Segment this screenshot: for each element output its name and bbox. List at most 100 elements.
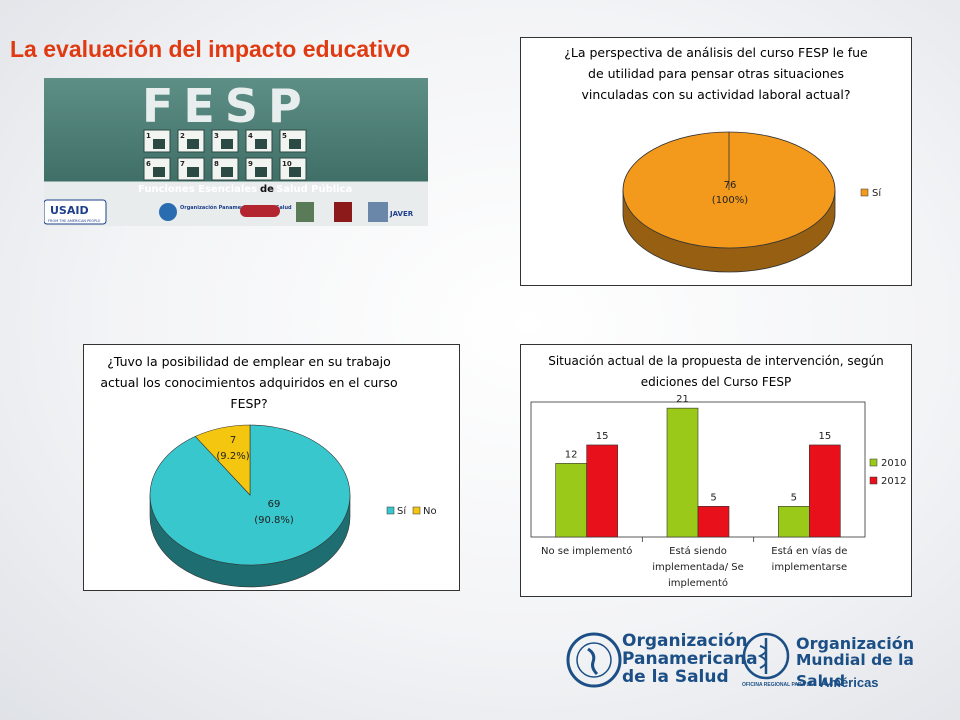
chart-application-panel: ¿Tuvo la posibilidad de emplear en su tr… <box>83 344 460 591</box>
who-name-line2: Mundial de la Salud <box>796 651 914 690</box>
chart-intervention-svg: 12 15 No se implementó 21 5 Está siendo implem… <box>530 394 906 589</box>
banner-subtitle-a: Funciones Esenciales <box>138 184 257 195</box>
pie-percent-label: (90.8%) <box>254 515 294 526</box>
banner-subtitle-c: Salud Pública <box>276 183 352 195</box>
who-emblem-icon <box>742 632 790 680</box>
ops-emblem-icon <box>159 203 177 221</box>
chart-utility-panel: ¿La perspectiva de análisis del curso FE… <box>520 37 912 286</box>
ops-logo-text: Organización Panamericana de la Salud <box>180 204 292 211</box>
bar-2010 <box>778 506 810 538</box>
fesp-banner-image: FESP 1 2 3 4 5 6 7 8 9 10 Funciones Esenciales de… <box>43 78 428 226</box>
legend-swatch-2012 <box>869 476 878 485</box>
banner-tile-icon <box>289 139 301 149</box>
paho-globe-icon <box>566 632 622 688</box>
bar-value-label: 5 <box>791 492 797 503</box>
x-tick-label: Está en vías de <box>771 545 847 557</box>
chart-utility-title-line: vinculadas con su actividad laboral actu… <box>581 87 851 102</box>
pie-percent-label: (9.2%) <box>216 451 249 462</box>
chart-utility-title: ¿La perspectiva de análisis del curso FE… <box>521 42 911 105</box>
bar-value-label: 15 <box>596 431 609 442</box>
banner-tile-icon <box>153 139 165 149</box>
legend-swatch-si <box>386 506 395 515</box>
legend-label-2010: 2010 <box>881 458 906 469</box>
banner-heading: FESP <box>142 79 312 133</box>
bar-2010 <box>555 463 587 538</box>
legend-swatch-2010 <box>869 458 878 467</box>
sponsor-crest-blue <box>368 202 388 222</box>
chart-application-title-line: actual los conocimientos adquiridos en e… <box>100 375 398 390</box>
bar-value-label: 12 <box>565 449 578 460</box>
slide-title: La evaluación del impacto educativo <box>10 36 411 62</box>
chart-application-title-line: ¿Tuvo la posibilidad de emplear en su tr… <box>107 354 391 369</box>
legend-label-si: Sí <box>397 505 407 517</box>
who-sub-label: OFICINA REGIONAL PARA LAS <box>742 682 817 688</box>
paho-logo: Organización Panamericana de la Salud <box>566 631 758 688</box>
banner-tile-number: 9 <box>248 160 253 168</box>
x-tick-label: implementarse <box>772 562 848 573</box>
sponsor-logo-red <box>240 205 280 217</box>
usaid-logo-subtext: FROM THE AMERICAN PEOPLE <box>48 219 100 223</box>
chart-intervention-title-line: ediciones del Curso FESP <box>640 375 792 389</box>
banner-tile-icon <box>153 167 165 177</box>
legend-label-si: Sí <box>872 187 882 199</box>
paho-name-line2: Panamericana <box>622 649 758 669</box>
who-region-label: Américas <box>820 675 879 690</box>
chart-application-svg: 69 (90.8%) 7 (9.2%) Sí No <box>149 424 437 588</box>
pie-percent-label: (100%) <box>712 195 748 206</box>
x-tick-label: implementó <box>668 577 728 589</box>
chart-intervention-panel: Situación actual de la propuesta de inte… <box>520 344 912 597</box>
pie-value-label: 7 <box>230 435 236 446</box>
banner-tile-number: 6 <box>146 160 151 168</box>
pie-value-label: 76 <box>724 180 737 191</box>
x-tick-label: No se implementó <box>541 545 632 557</box>
chart-intervention-title-line: Situación actual de la propuesta de inte… <box>548 354 884 368</box>
legend-label-2012: 2012 <box>881 476 906 487</box>
bar-2012 <box>809 444 841 538</box>
chart-utility-title-line: ¿La perspectiva de análisis del curso FE… <box>564 45 868 60</box>
banner-tile-number: 1 <box>146 132 151 140</box>
sponsor-crest-red <box>334 202 352 222</box>
banner-subtitle-b: de <box>260 184 274 195</box>
usaid-logo-text: USAID <box>50 204 89 217</box>
banner-tile-icon <box>255 139 267 149</box>
x-tick-label: Está siendo <box>669 545 727 557</box>
paho-name-line1: Organización <box>622 631 748 651</box>
bar-2010 <box>666 407 699 538</box>
banner-tile-icon <box>221 139 233 149</box>
paho-name-line3: de la Salud <box>622 667 729 687</box>
banner-tile-icon <box>187 167 199 177</box>
legend-swatch-si <box>860 188 869 197</box>
banner-function-tiles: 1 2 3 4 5 6 7 8 9 10 <box>143 129 307 181</box>
chart-application-title: ¿Tuvo la posibilidad de emplear en su tr… <box>84 351 414 414</box>
bar-2012 <box>697 506 730 538</box>
who-name-line1: Organización <box>796 634 915 653</box>
banner-tile-icon <box>289 167 301 177</box>
banner-tile-number: 5 <box>282 132 287 140</box>
fesp-banner-graphic: FESP 1 2 3 4 5 6 7 8 9 10 Funciones Esenciales de… <box>43 79 414 225</box>
banner-tile-icon <box>187 139 199 149</box>
bar-value-label: 21 <box>676 394 689 405</box>
sponsor-crest-green <box>296 202 314 222</box>
banner-tile-number: 3 <box>214 132 219 140</box>
banner-tile-number: 7 <box>180 160 185 168</box>
pie-slice-no <box>194 424 251 496</box>
banner-tile-number: 4 <box>248 132 253 140</box>
banner-tile-number: 10 <box>282 160 292 168</box>
pie-value-label: 69 <box>268 499 281 510</box>
banner-tile-icon <box>221 167 233 177</box>
chart-application-title-line: FESP? <box>230 396 268 411</box>
chart-utility-svg: 76 (100%) Sí <box>622 131 882 273</box>
bar-2012 <box>586 444 618 538</box>
usaid-logo <box>43 199 107 225</box>
bar-value-label: 15 <box>818 431 831 442</box>
banner-tile-icon <box>255 167 267 177</box>
banner-tile-number: 2 <box>180 132 185 140</box>
x-tick-label: implementada/ Se <box>652 562 744 573</box>
chart-utility-title-line: de utilidad para pensar otras situacione… <box>588 66 844 81</box>
legend-swatch-no <box>412 506 421 515</box>
javeriana-logo-text: JAVER <box>389 210 414 218</box>
banner-tile-number: 8 <box>214 160 219 168</box>
bar-value-label: 5 <box>710 492 716 503</box>
who-logo: Organización Mundial de la Salud OFICINA… <box>742 632 926 692</box>
legend-label-no: No <box>423 506 437 517</box>
